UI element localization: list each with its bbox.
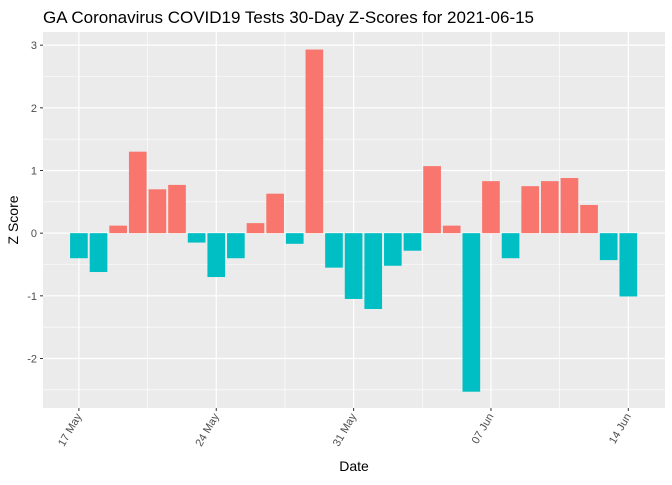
bar-2021-05-30 [325, 233, 343, 268]
bar-2021-05-24 [207, 233, 226, 278]
bar-2021-05-17 [70, 233, 88, 259]
bar-2021-06-11 [560, 178, 579, 234]
bar-2021-05-25 [227, 233, 245, 259]
bar-2021-06-10 [540, 181, 559, 234]
x-tick-label: 07 Jun [470, 412, 497, 447]
bar-2021-05-18 [89, 233, 108, 273]
bar-2021-05-21 [148, 189, 167, 234]
bar-2021-06-09 [521, 186, 540, 234]
bar-2021-05-19 [109, 225, 127, 234]
bar-2021-06-14 [619, 233, 638, 297]
bar-2021-06-04 [423, 166, 441, 234]
x-tick-label: 14 Jun [607, 412, 634, 447]
bar-2021-05-22 [168, 184, 186, 234]
chart-title: GA Coronavirus COVID19 Tests 30-Day Z-Sc… [43, 8, 534, 27]
bar-2021-05-29 [305, 49, 324, 234]
bar-2021-05-26 [246, 223, 265, 234]
y-tick-label: 3 [31, 40, 37, 52]
y-tick-label: -1 [27, 291, 37, 303]
bar-2021-05-23 [187, 233, 206, 243]
bar-2021-06-05 [442, 225, 461, 234]
gridlines [43, 32, 665, 408]
bar-2021-06-08 [501, 233, 520, 259]
bar-2021-06-06 [462, 233, 481, 392]
bar-2021-05-27 [266, 193, 284, 234]
y-tick-label: 2 [31, 103, 37, 115]
x-tick-label: 31 May [331, 411, 360, 449]
bar-2021-06-03 [403, 233, 422, 251]
bar-2021-06-07 [482, 181, 500, 234]
bar-2021-06-02 [384, 233, 402, 266]
y-axis-label: Z Score [5, 195, 21, 244]
bar-2021-05-31 [344, 233, 363, 299]
x-tick-label: 24 May [193, 411, 222, 449]
x-axis-label: Date [339, 458, 369, 474]
y-tick-label: -2 [27, 353, 37, 365]
bar-2021-06-01 [364, 233, 383, 309]
bar-2021-05-28 [285, 233, 304, 244]
y-tick-label: 0 [31, 228, 37, 240]
bars [70, 49, 638, 392]
x-tick-label: 17 May [56, 411, 85, 449]
bar-2021-05-20 [128, 151, 147, 234]
bar-2021-06-12 [580, 204, 598, 234]
y-tick-label: 1 [31, 165, 37, 177]
bar-2021-06-13 [599, 233, 618, 261]
